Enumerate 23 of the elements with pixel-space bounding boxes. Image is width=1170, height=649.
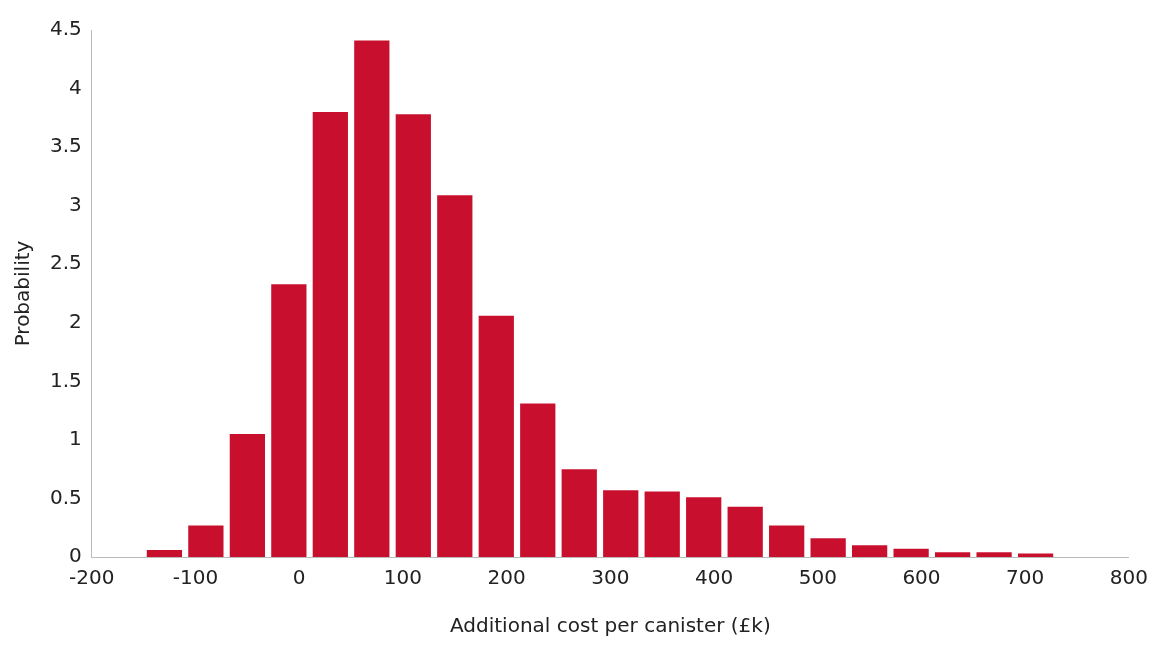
x-tick-label: 0 — [292, 565, 306, 590]
x-tick-label: -200 — [69, 565, 115, 590]
y-tick-label: 3 — [69, 191, 82, 216]
x-tick-label: 500 — [798, 565, 837, 590]
x-tick-label: 400 — [694, 565, 734, 590]
y-tick-label: 0.5 — [49, 484, 82, 509]
y-axis-title: Probability — [10, 240, 35, 347]
y-tick-label: 3.5 — [49, 133, 82, 158]
y-tick-label: 1 — [69, 426, 82, 451]
x-tick-label: 600 — [902, 565, 941, 590]
y-tick-label: 1.5 — [49, 367, 82, 392]
x-tick-label: 700 — [1006, 565, 1045, 590]
y-tick-label: 4 — [69, 74, 82, 99]
x-tick-label: 300 — [591, 565, 630, 590]
x-tick-label: 100 — [383, 565, 423, 590]
x-tick-label: 200 — [487, 565, 526, 590]
y-tick-label: 2 — [69, 308, 82, 333]
x-tick-label: 800 — [1109, 565, 1149, 590]
x-tick-label: -100 — [172, 565, 219, 590]
y-tick-label: 4.5 — [49, 16, 82, 41]
x-axis-title: Additional cost per canister (£k) — [449, 613, 771, 638]
y-tick-label: 2.5 — [49, 250, 82, 275]
y-tick-label: 0 — [69, 543, 82, 568]
